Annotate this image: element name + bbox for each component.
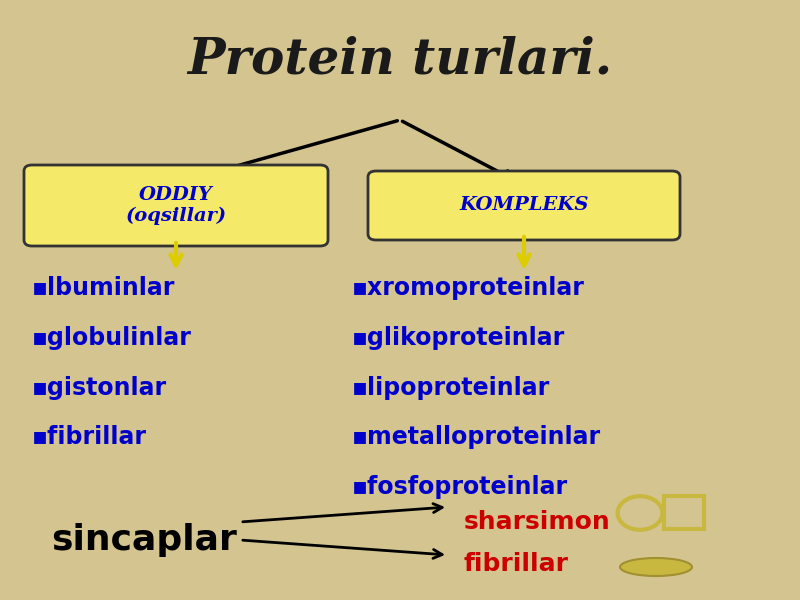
Text: ▪globulinlar: ▪globulinlar [32, 326, 192, 350]
Text: ▪fibrillar: ▪fibrillar [32, 425, 147, 449]
Text: sharsimon: sharsimon [464, 510, 610, 534]
Text: fibrillar: fibrillar [464, 552, 569, 576]
Text: sincaplar: sincaplar [51, 523, 237, 557]
Ellipse shape [620, 558, 692, 576]
Text: Protein turlari.: Protein turlari. [187, 35, 613, 85]
Text: KOMPLEKS: KOMPLEKS [459, 196, 589, 214]
Text: ▪metalloproteinlar: ▪metalloproteinlar [352, 425, 601, 449]
Text: ▪fosfoproteinlar: ▪fosfoproteinlar [352, 475, 568, 499]
Text: ▪lipoproteinlar: ▪lipoproteinlar [352, 376, 550, 400]
Text: ODDIY
(oqsillar): ODDIY (oqsillar) [126, 185, 226, 225]
FancyBboxPatch shape [368, 171, 680, 240]
Text: ▪glikoproteinlar: ▪glikoproteinlar [352, 326, 566, 350]
FancyBboxPatch shape [24, 165, 328, 246]
Text: ▪xromoproteinlar: ▪xromoproteinlar [352, 276, 585, 300]
Text: ▪gistonlar: ▪gistonlar [32, 376, 167, 400]
Text: ▪lbuminlar: ▪lbuminlar [32, 276, 175, 300]
